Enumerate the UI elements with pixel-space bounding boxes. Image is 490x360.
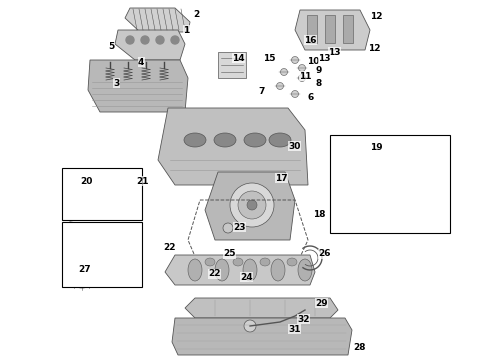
Text: 13: 13	[318, 54, 330, 63]
Text: 12: 12	[368, 44, 381, 53]
Circle shape	[64, 252, 100, 288]
Text: 19: 19	[370, 143, 383, 152]
Text: 13: 13	[328, 48, 341, 57]
Text: 27: 27	[78, 265, 91, 274]
Bar	[356, 150, 361, 157]
Circle shape	[230, 183, 274, 227]
Circle shape	[404, 144, 432, 172]
Text: 17: 17	[275, 174, 288, 183]
Bar	[380, 150, 385, 157]
Circle shape	[247, 200, 257, 210]
Polygon shape	[172, 318, 352, 355]
Bar	[62, 222, 142, 287]
Text: 1: 1	[183, 26, 189, 35]
Text: 11: 11	[299, 72, 312, 81]
Text: 10: 10	[307, 57, 319, 66]
Ellipse shape	[269, 133, 291, 147]
Ellipse shape	[99, 278, 113, 286]
FancyBboxPatch shape	[91, 234, 131, 262]
Ellipse shape	[244, 133, 266, 147]
Bar	[325, 15, 335, 43]
Text: 28: 28	[353, 343, 366, 352]
Circle shape	[411, 151, 425, 165]
Ellipse shape	[233, 258, 243, 266]
Polygon shape	[125, 8, 190, 32]
Polygon shape	[158, 108, 308, 185]
Text: 9: 9	[316, 66, 322, 75]
Bar	[374, 150, 379, 157]
Bar	[218, 52, 246, 78]
Ellipse shape	[214, 133, 236, 147]
Text: 32: 32	[297, 315, 310, 324]
Circle shape	[298, 75, 305, 81]
Circle shape	[238, 191, 266, 219]
Text: 6: 6	[308, 93, 314, 102]
Text: 16: 16	[304, 36, 317, 45]
Polygon shape	[205, 172, 295, 240]
Circle shape	[244, 320, 256, 332]
Ellipse shape	[205, 258, 215, 266]
Ellipse shape	[243, 259, 257, 281]
Text: 18: 18	[313, 210, 325, 219]
Polygon shape	[115, 30, 185, 60]
Ellipse shape	[271, 259, 285, 281]
Polygon shape	[295, 10, 370, 50]
Text: 4: 4	[138, 58, 145, 67]
Bar	[330, 135, 450, 233]
Circle shape	[171, 36, 179, 44]
Circle shape	[371, 181, 399, 209]
Text: 20: 20	[80, 176, 93, 185]
Text: 5: 5	[108, 41, 114, 50]
Polygon shape	[165, 255, 315, 285]
Bar	[350, 150, 355, 157]
Circle shape	[276, 82, 284, 90]
Circle shape	[141, 36, 149, 44]
Text: 26: 26	[318, 249, 330, 258]
Circle shape	[292, 57, 298, 63]
Text: 3: 3	[113, 78, 119, 87]
Text: 21: 21	[136, 176, 148, 185]
Circle shape	[380, 190, 390, 200]
Text: 31: 31	[288, 324, 300, 333]
Text: 30: 30	[288, 141, 300, 150]
Ellipse shape	[298, 259, 312, 281]
Text: 14: 14	[232, 54, 245, 63]
Text: 24: 24	[240, 273, 253, 282]
Text: 2: 2	[193, 9, 199, 18]
Circle shape	[156, 36, 164, 44]
Text: 15: 15	[263, 54, 275, 63]
Polygon shape	[88, 60, 188, 112]
Text: 8: 8	[316, 78, 322, 87]
Circle shape	[298, 64, 305, 72]
Polygon shape	[185, 298, 338, 318]
Text: 7: 7	[258, 86, 265, 95]
Bar	[62, 168, 142, 220]
Circle shape	[72, 260, 92, 280]
Bar	[338, 150, 343, 157]
Bar	[307, 15, 317, 43]
Ellipse shape	[223, 223, 233, 233]
Bar	[368, 150, 373, 157]
Circle shape	[292, 90, 298, 98]
Bar	[343, 15, 353, 43]
Text: 25: 25	[223, 249, 236, 258]
Text: 12: 12	[370, 12, 383, 21]
Text: 22: 22	[208, 270, 220, 279]
Circle shape	[126, 36, 134, 44]
Ellipse shape	[184, 133, 206, 147]
Bar	[344, 150, 349, 157]
Text: 23: 23	[233, 222, 245, 231]
Bar	[362, 150, 367, 157]
Ellipse shape	[260, 258, 270, 266]
Ellipse shape	[287, 258, 297, 266]
Text: 29: 29	[315, 298, 328, 307]
Text: 22: 22	[163, 243, 175, 252]
Circle shape	[280, 68, 288, 76]
Circle shape	[361, 171, 409, 219]
Ellipse shape	[188, 259, 202, 281]
Ellipse shape	[215, 259, 229, 281]
